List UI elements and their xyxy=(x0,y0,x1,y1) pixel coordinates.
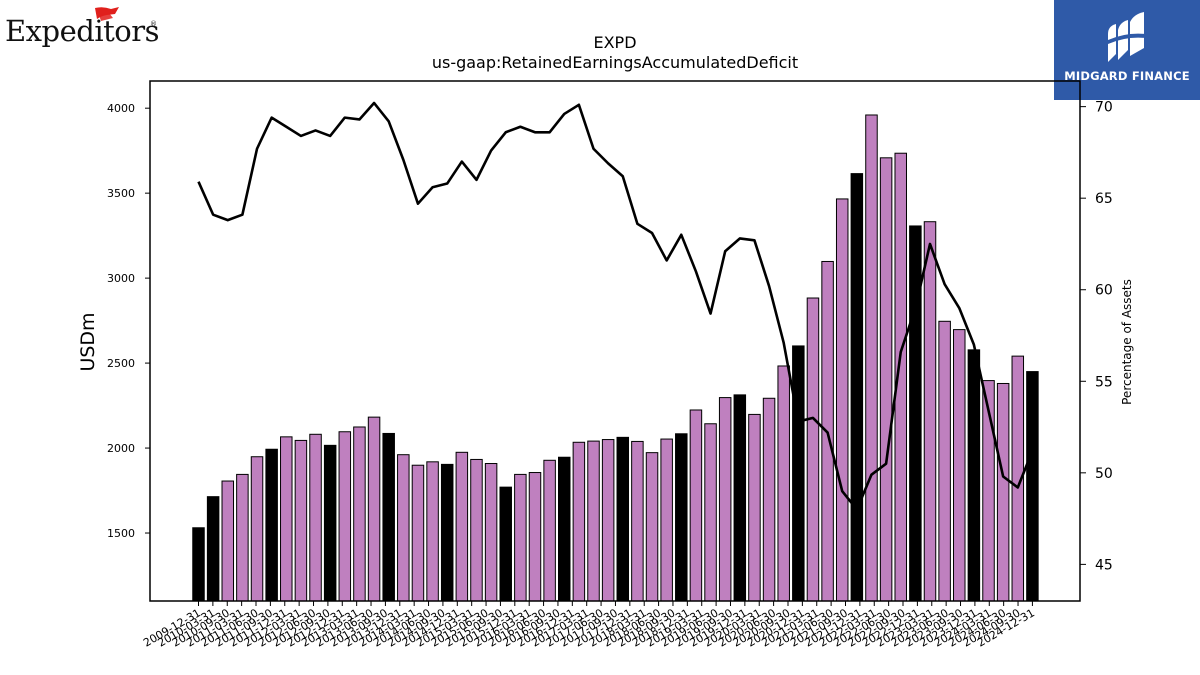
y-right-tick-label: 70 xyxy=(1095,100,1113,116)
bar xyxy=(236,473,249,602)
bar xyxy=(353,426,366,602)
bar xyxy=(909,225,922,602)
bar xyxy=(806,297,820,602)
bar xyxy=(528,472,542,602)
y-axis-right-label: Percentage of Assets xyxy=(1120,279,1134,405)
bar xyxy=(923,221,937,602)
bar xyxy=(367,416,381,602)
bar xyxy=(938,320,951,602)
y-tick-label: 1500 xyxy=(107,527,135,540)
bar xyxy=(192,527,205,602)
midgard-finance-logo-text: MIDGARD FINANCE xyxy=(1064,69,1190,83)
bar xyxy=(543,459,556,602)
bar xyxy=(631,440,644,602)
y-right-tick-label: 60 xyxy=(1095,283,1113,299)
bar xyxy=(250,456,264,602)
midgard-mark-icon xyxy=(1108,12,1146,62)
bar xyxy=(645,452,659,602)
percentage-series-line xyxy=(197,101,1034,511)
bar xyxy=(762,397,776,602)
y-tick-label: 2500 xyxy=(107,357,135,370)
midgard-finance-logo: MIDGARD FINANCE xyxy=(1054,0,1200,100)
bar xyxy=(675,433,688,602)
y-tick-label: 2000 xyxy=(107,442,135,455)
bar xyxy=(397,454,410,602)
bar xyxy=(704,423,717,602)
bar xyxy=(748,413,761,602)
bar xyxy=(1026,371,1039,602)
bar xyxy=(865,114,878,602)
bar xyxy=(309,433,322,602)
bar xyxy=(426,461,439,602)
bar xyxy=(850,173,864,602)
bar xyxy=(967,349,981,602)
bar xyxy=(323,444,337,602)
bar xyxy=(280,436,293,602)
registered-mark: ® xyxy=(150,20,157,28)
bar xyxy=(953,329,966,602)
bar xyxy=(206,496,220,602)
bar xyxy=(718,397,732,602)
bar xyxy=(587,440,600,602)
chart-subtitle: us-gaap:RetainedEarningsAccumulatedDefic… xyxy=(432,53,798,72)
y-tick-label: 4000 xyxy=(107,102,135,115)
bar xyxy=(455,451,469,602)
bar xyxy=(835,198,849,602)
bar xyxy=(265,448,278,602)
bar xyxy=(411,464,425,602)
bar xyxy=(484,463,498,602)
y-tick-label: 3500 xyxy=(107,187,135,200)
y-right-tick-label: 65 xyxy=(1095,191,1113,207)
flag-icon xyxy=(95,7,119,21)
bar xyxy=(440,463,454,602)
bar xyxy=(660,438,673,602)
y-right-tick-label: 50 xyxy=(1095,466,1113,482)
bar xyxy=(733,394,747,602)
bar xyxy=(996,382,1010,602)
right-y-axis: 45 50 55 60 65 70 xyxy=(1080,100,1113,573)
bar xyxy=(616,436,630,602)
y-right-tick-label: 45 xyxy=(1095,557,1113,573)
percentage-line xyxy=(197,101,1034,511)
bar xyxy=(558,456,571,602)
bar xyxy=(572,441,586,602)
bar xyxy=(294,439,308,602)
bar xyxy=(601,439,615,602)
expeditors-logo-text: Expeditors xyxy=(5,14,159,48)
bar xyxy=(382,432,395,602)
bar xyxy=(777,365,790,602)
chart-title: EXPD xyxy=(593,33,636,52)
y-right-tick-label: 55 xyxy=(1095,374,1113,390)
y-tick-label: 3000 xyxy=(107,272,135,285)
bar xyxy=(470,458,483,602)
bar xyxy=(499,486,512,602)
bar xyxy=(514,473,527,602)
x-axis: 2009-12-312010-03-312010-09-302011-03-31… xyxy=(141,601,1037,650)
bar xyxy=(689,409,703,602)
bars xyxy=(192,114,1039,602)
y-axis-label: USDm xyxy=(77,312,99,371)
bar xyxy=(879,157,893,602)
bar xyxy=(221,480,235,602)
bar xyxy=(792,345,805,602)
bar xyxy=(338,431,352,602)
expeditors-logo: Expeditors ® xyxy=(5,6,159,52)
left-y-axis: 1500 2000 2500 3000 3500 4000 xyxy=(107,102,150,540)
